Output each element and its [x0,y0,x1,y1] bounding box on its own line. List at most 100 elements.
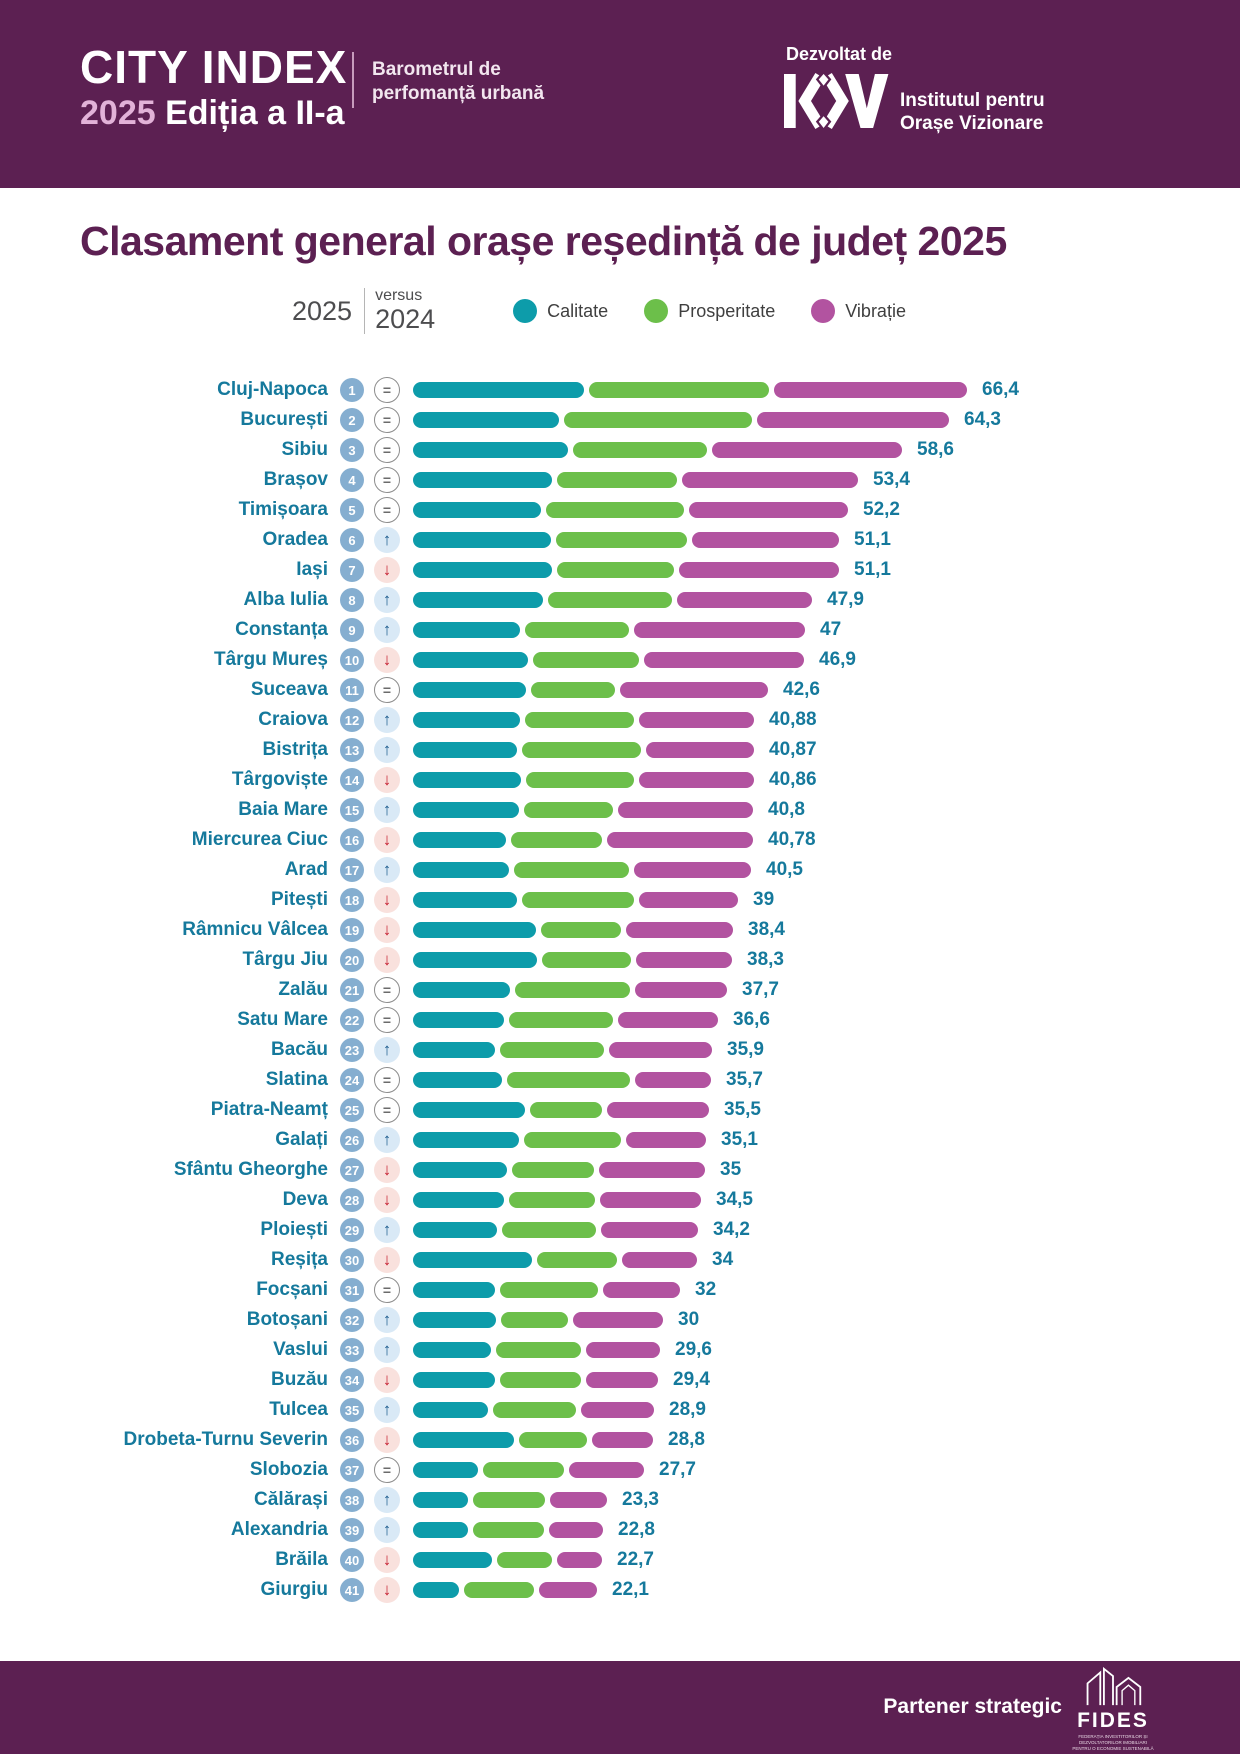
bar-segment-prosperitate [496,1552,553,1568]
stacked-bar [413,712,754,728]
table-row: Călărași 38 ↑ 23,3 [0,1485,1240,1515]
stacked-bar [413,1492,607,1508]
rank-badge: 11 [340,678,364,702]
total-value-label: 29,4 [673,1369,710,1390]
bar-segment-calitate [413,562,553,578]
bar-segment-calitate [413,652,528,668]
stacked-bar [413,1312,664,1328]
rank-badge: 35 [340,1398,364,1422]
bar-segment-vibratie [712,442,902,458]
table-row: Satu Mare 22 = 36,6 [0,1005,1240,1035]
bar-segment-vibratie [581,1402,654,1418]
total-value-label: 35,5 [724,1099,761,1120]
city-label: Satu Mare [237,1009,328,1030]
bar-segment-calitate [413,1102,525,1118]
header-subtitle-line1: Barometrul de [372,59,501,80]
stacked-bar [413,1582,597,1598]
trend-icon: ↑ [374,1037,400,1063]
bar-segment-calitate [413,382,585,398]
rank-badge: 3 [340,438,364,462]
total-value-label: 34,5 [716,1189,753,1210]
table-row: Giurgiu 41 ↓ 22,1 [0,1575,1240,1605]
rank-badge: 20 [340,948,364,972]
table-row: Constanța 9 ↑ 47 [0,615,1240,645]
bar-segment-calitate [413,1552,492,1568]
rank-badge: 27 [340,1158,364,1182]
header-banner: CITY INDEX 2025 Ediția a II-a Barometrul… [0,0,1240,188]
bar-segment-prosperitate [499,1282,598,1298]
fides-caption-line3: PENTRU O ECONOMIE SUSTENABILĂ [1072,1745,1154,1751]
city-label: Călărași [254,1489,328,1510]
trend-icon: = [374,1067,400,1093]
rank-badge: 25 [340,1098,364,1122]
trend-icon: ↓ [374,1367,400,1393]
bar-segment-prosperitate [545,502,685,518]
bar-segment-vibratie [550,1492,607,1508]
total-value-label: 40,88 [769,709,817,730]
table-row: Cluj-Napoca 1 = 66,4 [0,375,1240,405]
bar-segment-calitate [413,892,518,908]
table-row: Galați 26 ↑ 35,1 [0,1125,1240,1155]
bar-segment-calitate [413,1342,491,1358]
rank-badge: 29 [340,1218,364,1242]
total-value-label: 40,86 [769,769,817,790]
bar-segment-prosperitate [540,922,622,938]
table-row: Slobozia 37 = 27,7 [0,1455,1240,1485]
bar-segment-calitate [413,1462,478,1478]
bar-segment-vibratie [633,862,751,878]
bar-segment-calitate [413,532,551,548]
legend-item-vibratie: Vibrație [811,299,906,323]
bar-segment-calitate [413,412,559,428]
bar-segment-prosperitate [557,472,678,488]
bar-segment-prosperitate [514,982,631,998]
bar-segment-vibratie [608,1042,712,1058]
bar-segment-calitate [413,1132,520,1148]
trend-icon: ↑ [374,1307,400,1333]
trend-icon: ↑ [374,1397,400,1423]
city-label: Alba Iulia [243,589,328,610]
bar-segment-vibratie [569,1462,644,1478]
bar-segment-vibratie [607,832,753,848]
legend-label-calitate: Calitate [547,300,609,321]
trend-icon: ↓ [374,827,400,853]
trend-icon: ↑ [374,617,400,643]
institute-line2: Orașe Vizionare [900,112,1044,134]
stacked-bar [413,742,754,758]
prosperitate-dot-icon [644,299,669,323]
bar-segment-vibratie [586,1342,660,1358]
table-row: Tulcea 35 ↑ 28,9 [0,1395,1240,1425]
trend-icon: ↓ [374,647,400,673]
trend-icon: = [374,1097,400,1123]
rank-badge: 28 [340,1188,364,1212]
rank-badge: 18 [340,888,364,912]
rank-badge: 33 [340,1338,364,1362]
bar-segment-calitate [413,712,520,728]
brand-year: 2025 [80,94,156,132]
total-value-label: 40,87 [769,739,817,760]
bar-segment-prosperitate [493,1402,577,1418]
table-row: Târgu Jiu 20 ↓ 38,3 [0,945,1240,975]
bar-segment-vibratie [643,652,804,668]
stacked-bar [413,532,839,548]
page-title: Clasament general orașe reședință de jud… [80,218,1007,264]
ranking-chart: Cluj-Napoca 1 = 66,4 București 2 = 64,3 … [0,375,1240,1605]
fides-caption-line2: DEZVOLTATORILOR IMOBILIARI [1079,1739,1147,1745]
total-value-label: 35 [720,1159,742,1180]
bar-segment-vibratie [682,472,858,488]
bar-segment-calitate [413,1162,508,1178]
bar-segment-prosperitate [518,1432,587,1448]
city-label: Tulcea [269,1399,328,1420]
trend-icon: ↑ [374,797,400,823]
city-label: Deva [282,1189,328,1210]
bar-segment-prosperitate [525,622,630,638]
header-divider [352,52,354,108]
bar-segment-vibratie [586,1372,658,1388]
total-value-label: 40,8 [768,799,805,820]
city-label: Constanța [235,619,328,640]
city-label: Drobeta-Turnu Severin [123,1429,328,1450]
bar-segment-calitate [413,1012,505,1028]
legend-item-prosperitate: Prosperitate [644,299,775,323]
table-row: Alba Iulia 8 ↑ 47,9 [0,585,1240,615]
fides-logo-name: FIDES [1077,1709,1149,1732]
city-label: Botoșani [246,1309,328,1330]
